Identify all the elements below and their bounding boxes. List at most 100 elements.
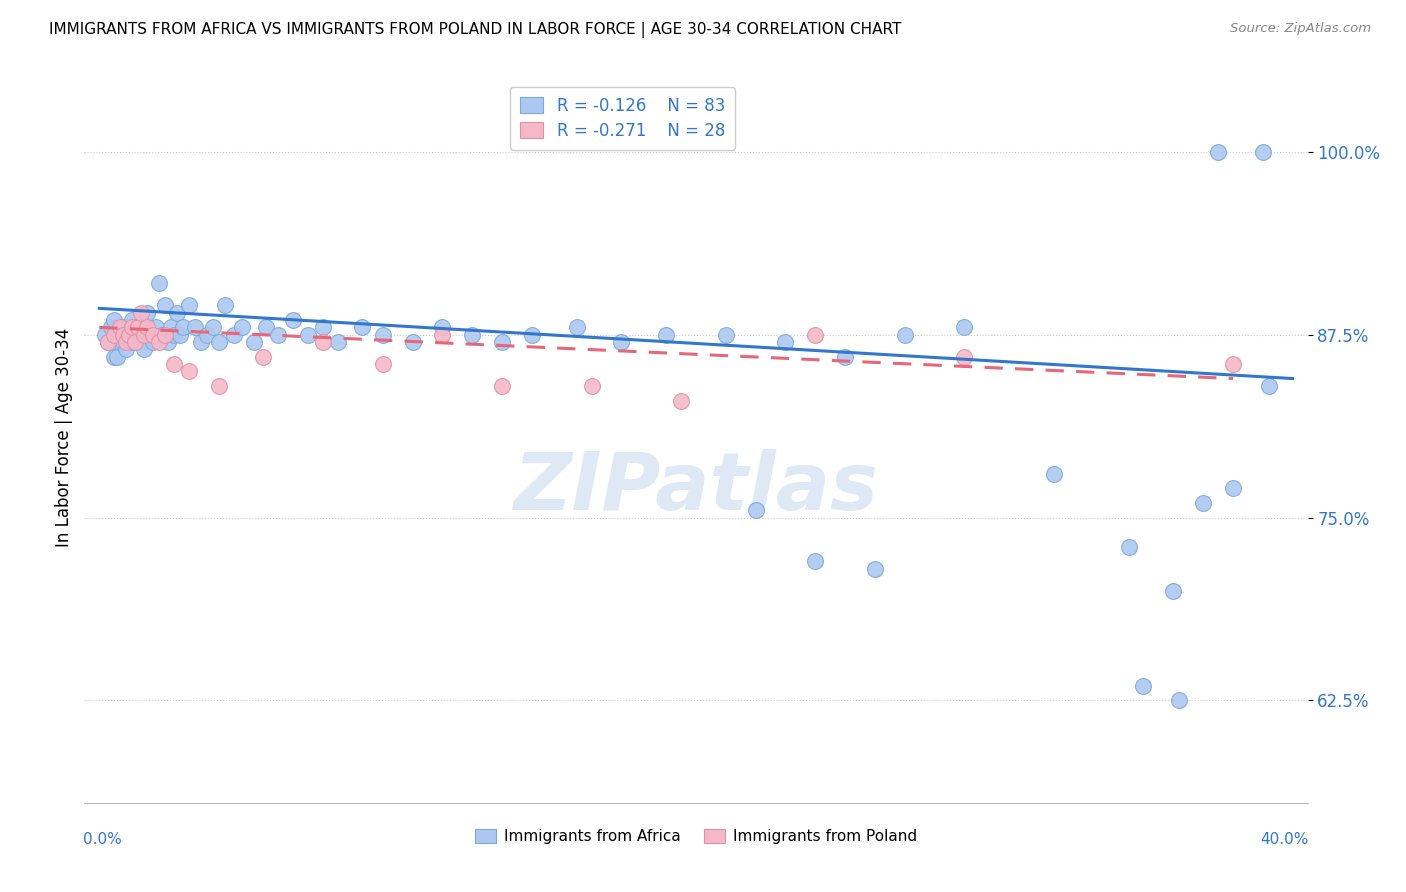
Point (153, 298, 176, 312)
Point (166, 306, 188, 320)
Point (136, 320, 159, 334)
Point (118, 327, 141, 342)
Point (132, 327, 155, 342)
Point (804, 554, 827, 568)
Point (953, 320, 976, 334)
Point (177, 364, 200, 378)
Point (142, 334, 165, 349)
Point (129, 334, 152, 349)
Point (655, 327, 678, 342)
Point (108, 320, 131, 334)
Point (105, 327, 128, 342)
Point (94, 327, 117, 342)
Point (148, 277, 170, 291)
Point (894, 327, 917, 342)
Point (195, 327, 218, 342)
Point (297, 327, 319, 342)
Point (115, 343, 138, 357)
Point (163, 357, 186, 371)
Point (132, 327, 155, 342)
Point (115, 327, 138, 342)
Point (127, 327, 149, 342)
Point (804, 327, 827, 342)
Point (124, 327, 146, 342)
Point (103, 313, 125, 327)
Point (1132, 679, 1154, 693)
Point (163, 327, 186, 342)
Point (283, 313, 305, 327)
Point (100, 320, 122, 334)
Point (610, 334, 633, 349)
Point (432, 320, 454, 334)
Point (231, 320, 253, 334)
Point (243, 334, 266, 349)
Point (1222, 357, 1244, 371)
Point (744, 503, 766, 517)
Point (124, 334, 146, 349)
Point (156, 334, 179, 349)
Point (312, 334, 335, 349)
Point (714, 327, 737, 342)
Point (112, 320, 135, 334)
Point (1043, 467, 1066, 481)
Point (127, 320, 149, 334)
Point (1168, 693, 1191, 707)
Point (775, 334, 797, 349)
Point (207, 379, 229, 393)
Point (115, 334, 138, 349)
Point (103, 327, 125, 342)
Legend: Immigrants from Africa, Immigrants from Poland: Immigrants from Africa, Immigrants from … (470, 822, 922, 850)
Point (312, 320, 335, 334)
Point (1206, 145, 1229, 159)
Point (132, 343, 155, 357)
Point (184, 320, 207, 334)
Text: ZIPatlas: ZIPatlas (513, 450, 879, 527)
Point (139, 327, 162, 342)
Point (491, 334, 513, 349)
Point (207, 334, 229, 349)
Point (222, 327, 245, 342)
Point (112, 327, 135, 342)
Text: 0.0%: 0.0% (83, 832, 122, 847)
Point (97, 334, 120, 349)
Point (129, 320, 152, 334)
Point (108, 327, 131, 342)
Point (153, 327, 176, 342)
Point (1222, 481, 1244, 495)
Point (520, 327, 543, 342)
Text: Source: ZipAtlas.com: Source: ZipAtlas.com (1230, 22, 1371, 36)
Point (491, 379, 513, 393)
Point (172, 320, 194, 334)
Point (350, 320, 373, 334)
Text: IMMIGRANTS FROM AFRICA VS IMMIGRANTS FROM POLAND IN LABOR FORCE | AGE 30-34 CORR: IMMIGRANTS FROM AFRICA VS IMMIGRANTS FRO… (49, 22, 901, 38)
Point (1251, 145, 1274, 159)
Point (267, 327, 290, 342)
Point (190, 334, 212, 349)
Point (1192, 496, 1215, 510)
Point (254, 320, 277, 334)
Point (432, 327, 454, 342)
Point (160, 320, 183, 334)
Point (142, 327, 165, 342)
Point (108, 334, 131, 349)
Point (118, 320, 141, 334)
Point (1163, 583, 1185, 598)
Point (565, 320, 588, 334)
Point (863, 562, 886, 576)
Point (150, 327, 173, 342)
Point (461, 327, 484, 342)
Point (121, 313, 143, 327)
Point (201, 320, 224, 334)
Point (145, 320, 167, 334)
Point (105, 350, 128, 364)
Point (112, 334, 135, 349)
Point (148, 334, 170, 349)
Point (97, 334, 120, 349)
Point (953, 350, 976, 364)
Text: 40.0%: 40.0% (1260, 832, 1309, 847)
Point (129, 306, 152, 320)
Point (136, 306, 159, 320)
Point (581, 379, 603, 393)
Point (118, 327, 141, 342)
Y-axis label: In Labor Force | Age 30-34: In Labor Force | Age 30-34 (55, 327, 73, 547)
